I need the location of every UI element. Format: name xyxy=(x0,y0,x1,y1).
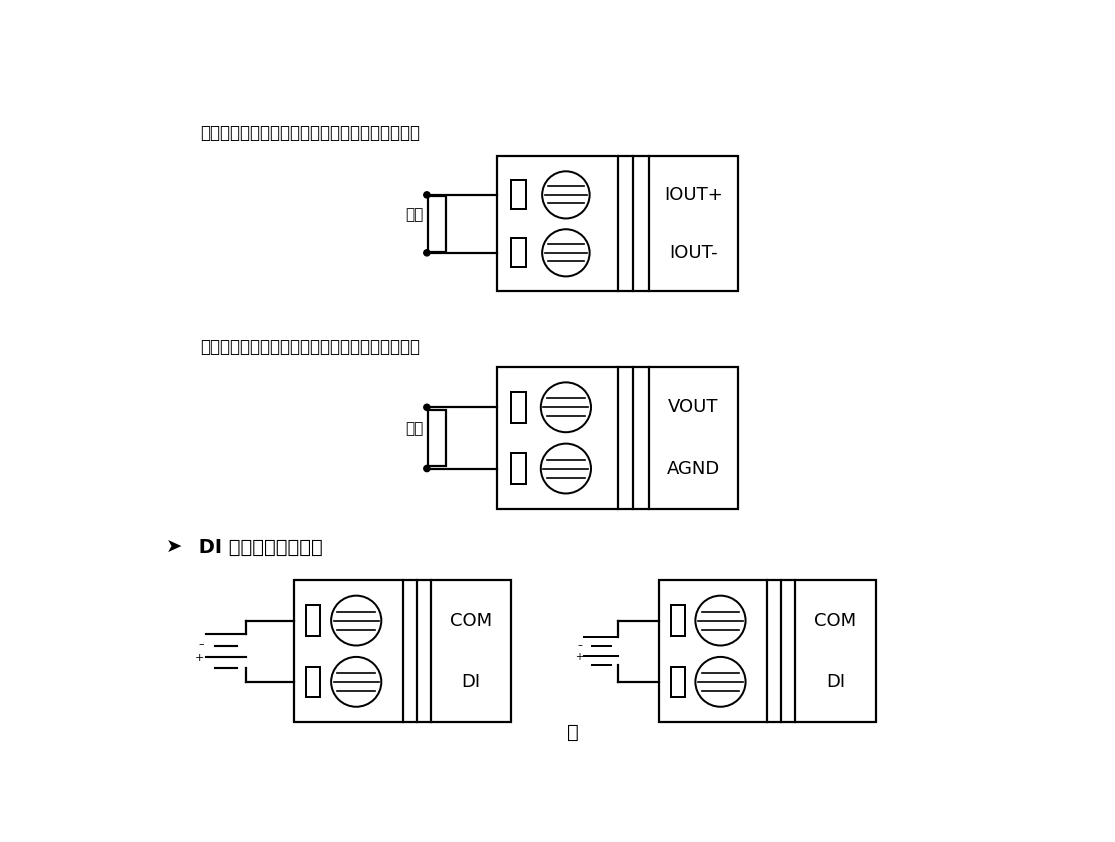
Circle shape xyxy=(696,657,746,706)
Text: DI: DI xyxy=(826,673,845,690)
Text: –: – xyxy=(198,639,204,649)
Text: IOUT-: IOUT- xyxy=(669,244,718,262)
Bar xyxy=(670,605,685,636)
Bar xyxy=(428,410,446,466)
Text: IOUT+: IOUT+ xyxy=(663,186,723,204)
Circle shape xyxy=(541,382,591,432)
Text: 或: 或 xyxy=(568,723,580,742)
Text: ➤: ➤ xyxy=(166,538,182,557)
Text: DI 数字量输入连接：: DI 数字量输入连接： xyxy=(192,538,323,557)
Text: 当选择电压输出量程时，模块的连接方式如下图：: 当选择电压输出量程时，模块的连接方式如下图： xyxy=(200,338,420,356)
Text: –: – xyxy=(578,640,583,650)
Text: VOUT: VOUT xyxy=(668,398,718,416)
Text: DI: DI xyxy=(462,673,481,690)
Bar xyxy=(497,366,738,509)
Bar xyxy=(670,667,685,697)
Bar xyxy=(307,667,320,697)
Bar xyxy=(511,392,526,423)
Text: 负载: 负载 xyxy=(406,207,424,222)
Circle shape xyxy=(424,404,430,410)
Bar xyxy=(659,580,875,722)
Bar xyxy=(511,453,526,484)
Bar xyxy=(294,580,512,722)
Text: +: + xyxy=(574,653,583,663)
Bar xyxy=(307,605,320,636)
Circle shape xyxy=(331,657,381,706)
Bar xyxy=(428,196,446,252)
Circle shape xyxy=(424,192,430,198)
Circle shape xyxy=(424,466,430,472)
Text: +: + xyxy=(194,653,204,663)
Circle shape xyxy=(541,444,591,493)
Bar xyxy=(497,157,738,291)
Circle shape xyxy=(542,229,590,276)
Bar xyxy=(511,238,526,267)
Text: 当选择电流输出量程时，模块的连接方式如下图：: 当选择电流输出量程时，模块的连接方式如下图： xyxy=(200,124,420,142)
Bar xyxy=(511,180,526,210)
Circle shape xyxy=(424,250,430,256)
Text: COM: COM xyxy=(450,611,493,630)
Circle shape xyxy=(696,595,746,646)
Circle shape xyxy=(331,595,381,646)
Text: 负载: 负载 xyxy=(406,421,424,436)
Circle shape xyxy=(542,171,590,218)
Text: COM: COM xyxy=(814,611,856,630)
Text: AGND: AGND xyxy=(667,460,720,477)
